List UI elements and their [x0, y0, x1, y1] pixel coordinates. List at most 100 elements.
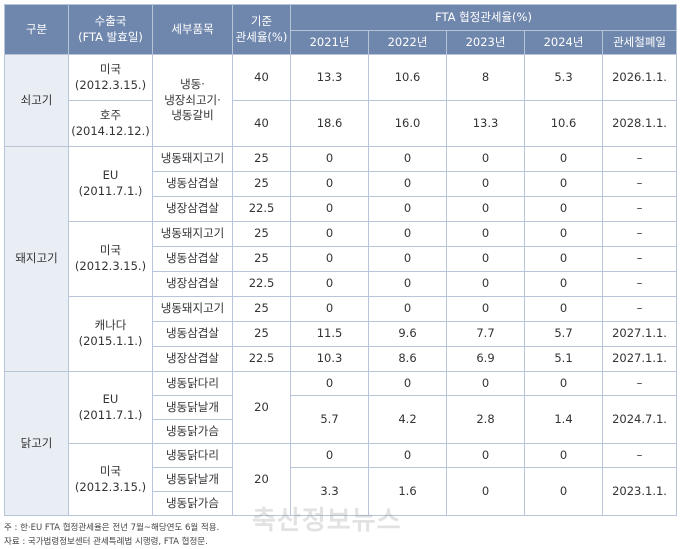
- rate-cell: 0: [446, 467, 525, 516]
- rate-cell: 1.6: [368, 467, 447, 516]
- abolish-cell: –: [601, 371, 678, 396]
- rate-cell: 18.6: [290, 100, 369, 147]
- header-item: 세부품목: [152, 4, 233, 55]
- rate-cell: 0: [524, 171, 603, 197]
- rate-cell: 16.0: [368, 100, 447, 147]
- base-rate-cell: 25: [232, 146, 291, 172]
- rate-cell: 5.3: [524, 54, 603, 101]
- base-rate-cell: 22.5: [232, 271, 291, 297]
- rate-cell: 0: [368, 296, 447, 322]
- rate-cell: 0: [368, 221, 447, 247]
- category-beef: 쇠고기: [4, 54, 69, 147]
- abolish-cell: –: [601, 171, 678, 197]
- abolish-cell: 2026.1.1.: [601, 54, 678, 101]
- rate-cell: 0: [368, 196, 447, 222]
- rate-cell: 0: [446, 171, 525, 197]
- category-chicken: 닭고기: [4, 371, 69, 516]
- rate-cell: 6.9: [446, 346, 525, 372]
- rate-cell: 0: [290, 443, 369, 468]
- rate-cell: 0: [446, 196, 525, 222]
- rate-cell: 5.7: [290, 395, 369, 444]
- base-rate-cell: 20: [232, 443, 291, 516]
- country-cell: EU (2011.7.1.): [68, 146, 153, 222]
- rate-cell: 7.7: [446, 321, 525, 347]
- header-base-rate: 기준 관세율(%): [232, 4, 291, 55]
- item-cell: 냉동삼겹살: [152, 321, 233, 347]
- item-cell: 냉장삼겹살: [152, 346, 233, 372]
- rate-cell: 0: [368, 171, 447, 197]
- rate-cell: 10.6: [368, 54, 447, 101]
- rate-cell: 0: [290, 246, 369, 272]
- abolish-cell: 2023.1.1.: [601, 467, 678, 516]
- table-row: 냉동삼겹살 25 11.5 9.6 7.7 5.7 2027.1.1.: [5, 321, 678, 347]
- rate-cell: 0: [368, 146, 447, 172]
- base-rate-cell: 25: [232, 321, 291, 347]
- base-rate-cell: 20: [232, 371, 291, 444]
- rate-cell: 0: [446, 296, 525, 322]
- item-cell: 냉장삼겹살: [152, 271, 233, 297]
- rate-cell: 0: [524, 296, 603, 322]
- rate-cell: 5.7: [524, 321, 603, 347]
- item-cell: 냉동· 냉장쇠고기· 냉동갈비: [152, 54, 233, 147]
- rate-cell: 11.5: [290, 321, 369, 347]
- rate-cell: 2.8: [446, 395, 525, 444]
- base-rate-cell: 40: [232, 54, 291, 101]
- table-row: 냉장삼겹살 22.5 10.3 8.6 6.9 5.1 2027.1.1.: [5, 346, 678, 372]
- base-rate-cell: 22.5: [232, 346, 291, 372]
- abolish-cell: –: [601, 196, 678, 222]
- table-row: 미국 (2012.3.15.) 냉동돼지고기 25 0 0 0 0 –: [5, 221, 678, 297]
- table-row: 냉장삼겹살 22.5 0 0 0 0 –: [5, 271, 678, 297]
- rate-cell: 8.6: [368, 346, 447, 372]
- base-rate-cell: 25: [232, 246, 291, 272]
- header-abolish: 관세철폐일: [601, 30, 678, 55]
- rate-cell: 13.3: [290, 54, 369, 101]
- rate-cell: 0: [368, 271, 447, 297]
- rate-cell: 0: [446, 271, 525, 297]
- rate-cell: 0: [290, 221, 369, 247]
- table-row: 냉동삼겹살 25 0 0 0 0 –: [5, 246, 678, 272]
- rate-cell: 0: [446, 246, 525, 272]
- rate-cell: 0: [524, 467, 603, 516]
- rate-cell: 9.6: [368, 321, 447, 347]
- rate-cell: 0: [524, 246, 603, 272]
- rate-cell: 4.2: [368, 395, 447, 444]
- rate-cell: 3.3: [290, 467, 369, 516]
- table-row: 캐나다 (2015.1.1.) 냉동돼지고기 25 0 0 0 0 –: [5, 296, 678, 372]
- rate-cell: 0: [524, 221, 603, 247]
- abolish-cell: 2027.1.1.: [601, 346, 678, 372]
- rate-cell: 8: [446, 54, 525, 101]
- item-cell: 냉동삼겹살: [152, 171, 233, 197]
- abolish-cell: –: [601, 296, 678, 322]
- rate-cell: 0: [290, 196, 369, 222]
- category-pork: 돼지고기: [4, 146, 69, 372]
- country-cell: 호주 (2014.12.12.): [68, 100, 153, 147]
- rate-cell: 0: [446, 443, 525, 468]
- header-2024: 2024년: [524, 30, 603, 55]
- source-note: 자료 : 국가법령정보센터 관세특례법 시행령, FTA 협정문.: [4, 537, 208, 547]
- rate-cell: 0: [524, 146, 603, 172]
- header-2022: 2022년: [368, 30, 447, 55]
- abolish-cell: –: [601, 246, 678, 272]
- item-cell: 냉동닭가슴: [152, 491, 233, 516]
- item-cell: 냉동돼지고기: [152, 221, 233, 247]
- rate-cell: 0: [524, 371, 603, 396]
- rate-cell: 0: [290, 171, 369, 197]
- table-row: 돼지고기 EU (2011.7.1.) 냉동돼지고기 25 0 0 0 0 –: [4, 146, 678, 372]
- table-row: 냉동닭날개 5.7 4.2 2.8 1.4 2024.7.1.: [5, 395, 678, 444]
- header-2023: 2023년: [446, 30, 525, 55]
- table-row: 닭고기 EU (2011.7.1.) 냉동닭다리 20 0 0 0 0 –: [4, 371, 678, 516]
- rate-cell: 0: [446, 221, 525, 247]
- rate-cell: 0: [524, 196, 603, 222]
- item-cell: 냉동닭날개: [152, 395, 233, 420]
- country-cell: 미국 (2012.3.15.): [68, 221, 153, 297]
- rate-cell: 10.6: [524, 100, 603, 147]
- base-rate-cell: 25: [232, 221, 291, 247]
- abolish-cell: –: [601, 221, 678, 247]
- base-rate-cell: 25: [232, 171, 291, 197]
- rate-cell: 0: [368, 371, 447, 396]
- item-cell: 냉동닭다리: [152, 443, 233, 468]
- abolish-cell: –: [601, 443, 678, 468]
- country-cell: 미국 (2012.3.15.): [68, 54, 153, 101]
- abolish-cell: 2027.1.1.: [601, 321, 678, 347]
- item-cell: 냉장삼겹살: [152, 196, 233, 222]
